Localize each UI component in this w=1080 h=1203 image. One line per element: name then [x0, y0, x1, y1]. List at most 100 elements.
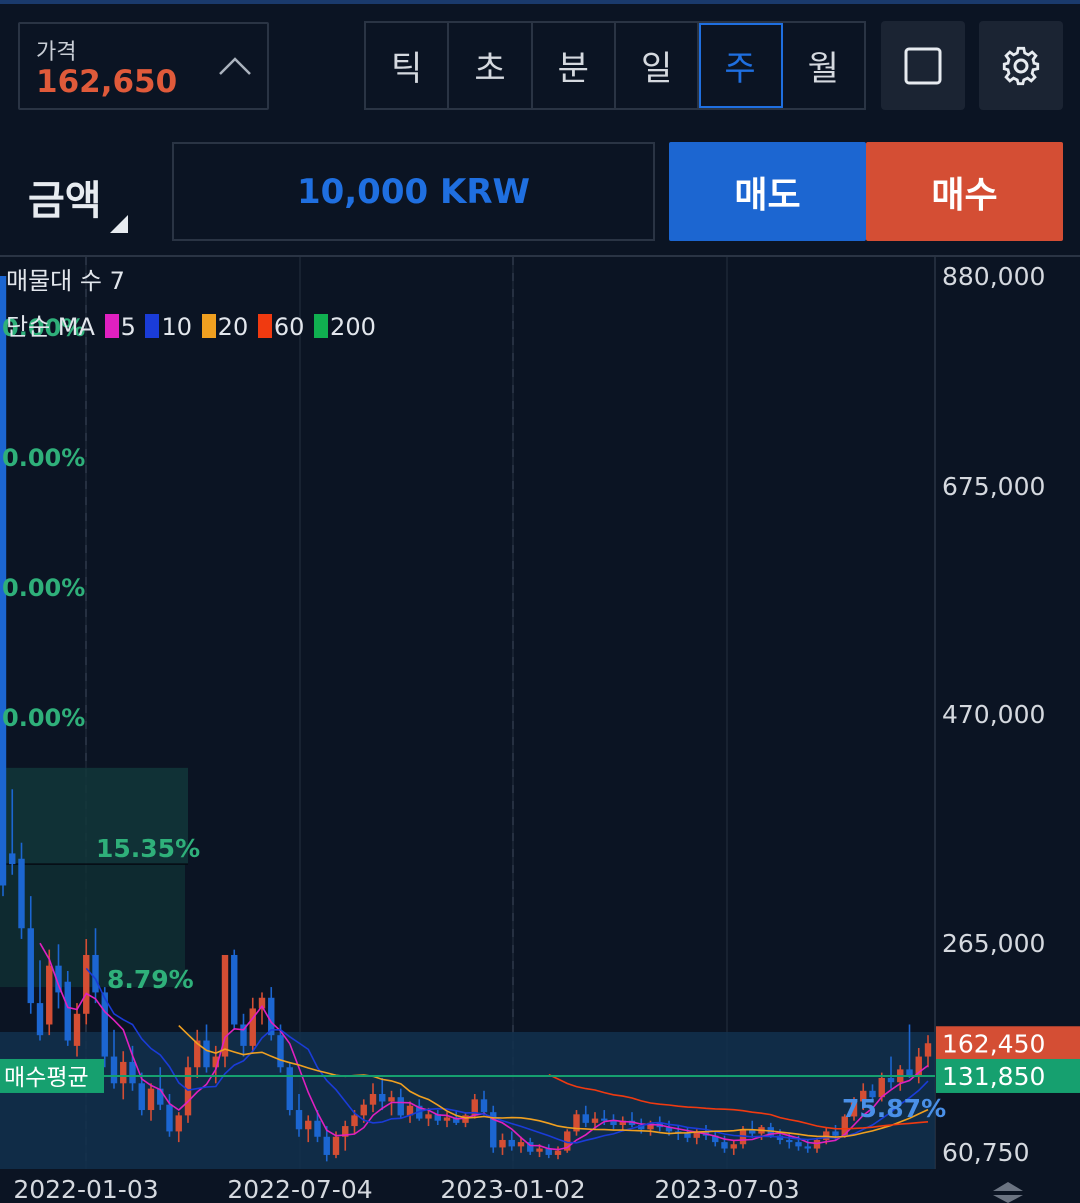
- candle-body: [184, 1067, 192, 1116]
- sell-button[interactable]: 매도: [669, 142, 866, 241]
- candle-body: [157, 1088, 164, 1105]
- timeframe-day-button[interactable]: 일: [616, 23, 700, 108]
- candle-body: [545, 1148, 552, 1155]
- resize-handle-icon[interactable]: [993, 1182, 1023, 1203]
- candle-body: [490, 1112, 497, 1148]
- candle-body: [638, 1125, 645, 1130]
- avg-price-tag-label: 매수평균: [4, 1065, 89, 1091]
- timeframe-selector: 틱 초 분 일 주 월: [364, 21, 866, 110]
- candle-body: [684, 1133, 691, 1138]
- candle-body: [462, 1115, 469, 1123]
- y-tick-label: 265,000: [942, 929, 1045, 958]
- x-tick-label: 2022-07-04: [227, 1175, 372, 1203]
- profit-pct-label: 75.87%: [842, 1094, 946, 1123]
- candle-body: [369, 1093, 377, 1105]
- candle-body: [342, 1126, 349, 1137]
- candle-body: [120, 1061, 127, 1084]
- candle-body: [536, 1148, 543, 1152]
- timeframe-minute-button[interactable]: 분: [533, 23, 616, 108]
- timeframe-week-button[interactable]: 주: [699, 23, 783, 108]
- candle-body: [869, 1090, 876, 1098]
- ma200-label: 200: [330, 313, 376, 341]
- amount-label: 금액: [28, 178, 102, 224]
- timeframe-month-button[interactable]: 월: [807, 49, 839, 89]
- candle-body: [379, 1093, 386, 1102]
- candle-body: [591, 1118, 599, 1123]
- candle-body: [388, 1097, 395, 1102]
- candle-body: [305, 1120, 312, 1130]
- candle-body: [776, 1135, 784, 1140]
- candle-body: [749, 1129, 756, 1134]
- candle-body: [332, 1136, 340, 1155]
- candle-body: [221, 954, 229, 1057]
- candle-body: [619, 1120, 626, 1126]
- buy-button[interactable]: 매수: [866, 142, 1063, 241]
- volume-profile-legend: 매물대 수 7: [6, 267, 125, 295]
- candle-body: [36, 1003, 44, 1036]
- price-label: 가격: [36, 40, 77, 65]
- candle-body: [27, 928, 34, 1004]
- candle-body: [795, 1142, 802, 1147]
- amount-input[interactable]: 10,000 KRW: [172, 142, 655, 241]
- candle-body: [832, 1131, 839, 1136]
- chevron-up-icon[interactable]: [217, 52, 253, 80]
- ma60-label: 60: [273, 313, 305, 341]
- candle-body: [480, 1099, 488, 1113]
- candle-body: [878, 1077, 885, 1098]
- candle-body: [730, 1144, 737, 1149]
- candle-body: [175, 1115, 182, 1132]
- y-tick-label: 675,000: [942, 472, 1045, 501]
- candle-body: [601, 1118, 608, 1121]
- candle-body: [92, 954, 99, 993]
- candle-body: [314, 1120, 321, 1137]
- candle-body: [647, 1122, 654, 1130]
- candle-body: [277, 1035, 284, 1068]
- candle-body: [582, 1114, 589, 1123]
- candle-body: [527, 1142, 534, 1152]
- candle-body: [240, 1024, 247, 1046]
- candle-body: [434, 1114, 441, 1121]
- ma5-swatch: [104, 314, 119, 338]
- moving-averages: [39, 942, 929, 1151]
- candle-body: [212, 1056, 219, 1068]
- candle-body: [360, 1104, 367, 1116]
- ma60-swatch: [257, 314, 272, 338]
- candle-body: [129, 1061, 136, 1084]
- price-selector[interactable]: 가격 162,650: [18, 22, 269, 110]
- candle-body: [295, 1110, 303, 1130]
- y-tick-label: 880,000: [942, 262, 1045, 291]
- candle-body: [554, 1150, 562, 1155]
- x-tick-label: 2023-07-03: [654, 1175, 799, 1203]
- candle-body: [850, 1101, 858, 1117]
- candle-body: [471, 1099, 478, 1116]
- settings-button[interactable]: [979, 21, 1063, 110]
- y-tick-label: 60,750: [942, 1138, 1029, 1167]
- layout-toggle-button[interactable]: [881, 21, 965, 110]
- avg-price-axis-label: 131,850: [942, 1062, 1045, 1091]
- ma60-line: [548, 1073, 929, 1130]
- candle-body: [194, 1040, 201, 1068]
- profile-pct-label: 0.00%: [2, 314, 85, 342]
- price-chart[interactable]: 0.00% 0.00% 0.00% 0.00% 15.35% 8.79% 매수평균 75.87…: [0, 257, 1080, 1203]
- square-icon: [904, 47, 942, 84]
- top-accent-line: [0, 0, 1080, 4]
- current-price-tag: [936, 1026, 1080, 1061]
- ma-legend-label: 단순 MA: [6, 313, 95, 341]
- candle-body: [712, 1135, 719, 1143]
- ma10-label: 10: [161, 313, 193, 341]
- timeframe-tick-button[interactable]: 틱: [366, 23, 450, 108]
- ma20-label: 20: [217, 313, 249, 341]
- candle-body: [841, 1116, 848, 1136]
- timeframe-second-button[interactable]: 초: [449, 23, 533, 108]
- candle-body: [110, 1056, 118, 1084]
- candle-body: [323, 1136, 330, 1155]
- candle-body: [425, 1114, 432, 1119]
- current-price-label: 162,450: [942, 1029, 1045, 1058]
- x-tick-label: 2023-01-02: [440, 1175, 585, 1203]
- candle-body: [73, 1013, 81, 1046]
- chart-axes: 880,000 675,000 470,000 265,000 60,750 162,45…: [13, 262, 1080, 1203]
- candle-body: [610, 1120, 617, 1126]
- gear-icon: [1002, 46, 1040, 85]
- amount-dropdown-icon[interactable]: [110, 215, 128, 233]
- profile-pct-label: 0.00%: [2, 444, 85, 472]
